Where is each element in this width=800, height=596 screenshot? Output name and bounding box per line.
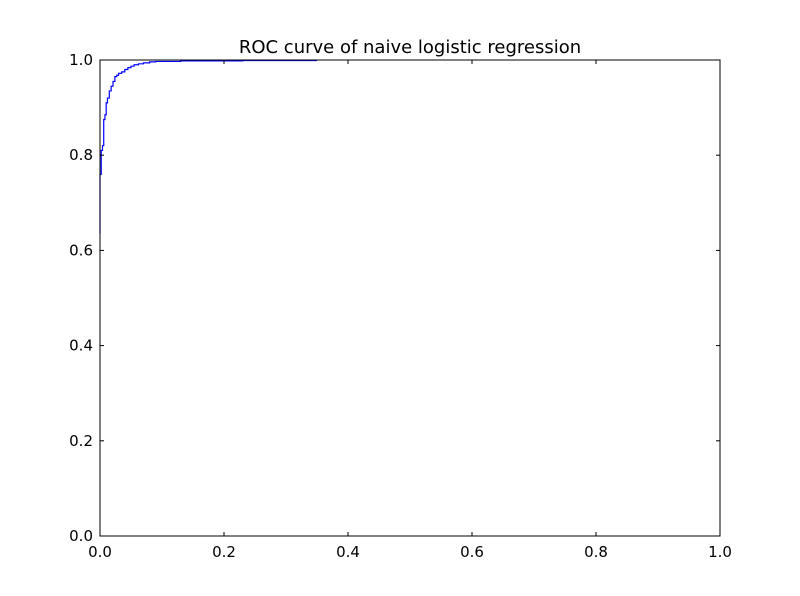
chart-title: ROC curve of naive logistic regression [239, 37, 581, 58]
roc-curve-line [99, 59, 317, 234]
x-tick-label: 0.2 [212, 543, 236, 561]
x-axis: 0.0 0.2 0.4 0.6 0.8 1.0 [88, 60, 732, 561]
y-tick-label: 1.0 [69, 51, 93, 69]
y-tick-label: 0.2 [69, 432, 93, 450]
x-tick-label: 0.8 [584, 543, 608, 561]
plot-frame [99, 59, 721, 537]
y-tick-label: 0.8 [69, 146, 93, 164]
x-tick-label: 0.6 [460, 543, 484, 561]
x-tick-label: 0.0 [88, 543, 112, 561]
x-tick-label: 0.4 [336, 543, 360, 561]
y-tick-label: 0.4 [69, 337, 93, 355]
y-tick-label: 0.0 [69, 527, 93, 545]
y-tick-label: 0.6 [69, 241, 93, 259]
y-axis: 0.0 0.2 0.4 0.6 0.8 1.0 [69, 51, 720, 545]
x-tick-label: 1.0 [708, 543, 732, 561]
